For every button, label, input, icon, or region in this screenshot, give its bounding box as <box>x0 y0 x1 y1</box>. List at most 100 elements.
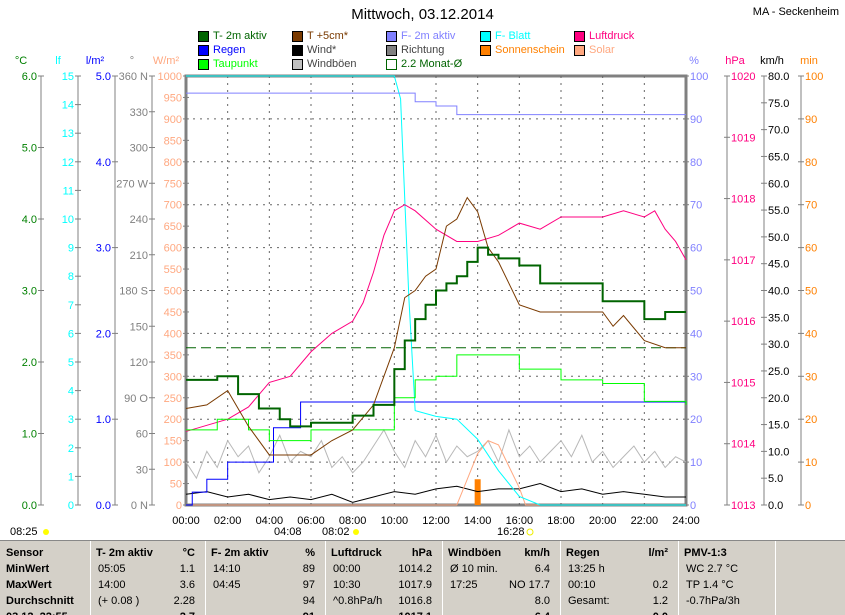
cell-time: WC 2.7 °C <box>686 563 739 575</box>
axis-tick-label: 100 <box>690 71 708 83</box>
axis-tick-label: 70 <box>690 200 702 212</box>
cell-value: 1.2 <box>652 595 668 607</box>
axis-tick-label: 200 <box>164 414 182 426</box>
cell-time: 00:10 <box>568 579 596 591</box>
axis-tick-label: 0.0 <box>22 500 37 512</box>
axis-tick-label: 1015 <box>731 377 755 389</box>
axis-tick-label: 250 <box>164 393 182 405</box>
cell-value: 0.0 <box>564 611 668 615</box>
axis-tick-label: 100 <box>164 457 182 469</box>
series-luftdruck <box>185 204 687 432</box>
axis-tick-label: 4.0 <box>96 157 111 169</box>
sunshine-bar <box>474 479 481 505</box>
cell-time: Ø 10 min. <box>450 563 498 575</box>
axis-tick-label: 60 <box>136 429 148 441</box>
axis-tick-label: 750 <box>164 178 182 190</box>
axis-tick-label: 330 <box>130 107 148 119</box>
series-f-blatt <box>186 75 686 506</box>
axis-tick-label: 4.0 <box>22 214 37 226</box>
axis-tick-label: 900 <box>164 114 182 126</box>
x-tick-label: 14:00 <box>464 515 492 527</box>
axis-unit-hum: % <box>689 55 699 67</box>
legend-item: Richtung <box>386 44 444 56</box>
legend-item: Solar <box>574 44 615 56</box>
cell-time: (+ 0.08 ) <box>98 595 140 607</box>
row-label: MaxWert <box>6 579 52 591</box>
axis-tick-label: 1017 <box>731 255 755 267</box>
axis-tick-label: 15 <box>62 71 74 83</box>
legend-swatch <box>198 58 209 70</box>
legend-item: Regen <box>198 44 245 56</box>
column-divider <box>442 541 443 615</box>
x-tick-label: 22:00 <box>631 515 659 527</box>
axis-tick-label: 3 <box>68 414 74 426</box>
legend-label: Windböen <box>307 58 357 70</box>
series-taupunkt <box>186 354 687 442</box>
column-divider <box>90 541 91 615</box>
moonset-time-label: 04:08 <box>274 526 302 538</box>
legend-label: Wind* <box>307 44 337 56</box>
axis-tick-label: 0 <box>68 500 74 512</box>
series-solar <box>186 440 686 506</box>
legend-swatch <box>386 30 397 42</box>
axis-tick-label: 1.0 <box>96 414 111 426</box>
table-header: PMV-1:3 <box>684 547 727 559</box>
axis-tick-label: 40.0 <box>768 286 789 298</box>
legend-label: Sonnenschein <box>495 44 565 56</box>
axis-tick-label: 60.0 <box>768 178 789 190</box>
axis-tick-label: 450 <box>164 307 182 319</box>
series-wind- <box>185 483 686 503</box>
axis-tick-label: 4 <box>68 386 74 398</box>
axis-unit-lf: lf <box>55 55 61 67</box>
sunset-time-label: 16:28 <box>497 526 525 538</box>
axis-tick-label: 3.0 <box>96 243 111 255</box>
x-tick-label: 00:00 <box>172 515 200 527</box>
axis-tick-label: 10 <box>62 214 74 226</box>
axis-tick-label: 300 <box>164 371 182 383</box>
axis-tick-label: 6.0 <box>22 71 37 83</box>
cell-time: Gesamt: <box>568 595 610 607</box>
legend-swatch <box>574 30 585 42</box>
axis-tick-label: 10.0 <box>768 446 789 458</box>
legend-swatch <box>292 58 303 70</box>
legend-swatch <box>386 44 397 56</box>
legend-item: Taupunkt <box>198 58 258 70</box>
x-tick-label: 02:00 <box>214 515 242 527</box>
legend-label: Regen <box>213 44 246 56</box>
cell-time: 05:05 <box>98 563 126 575</box>
table-header: Sensor <box>6 547 44 559</box>
axis-tick-label: 10 <box>690 457 702 469</box>
axis-tick-label: 360 N <box>119 71 148 83</box>
axis-tick-label: 350 <box>164 350 182 362</box>
cell-value: 94 <box>302 595 315 607</box>
axis-tick-label: 1000 <box>158 71 182 83</box>
chart: °C0.01.02.03.04.05.06.0lf012345678910111… <box>10 55 823 538</box>
column-divider <box>678 541 679 615</box>
axis-tick-label: 1013 <box>731 500 755 512</box>
x-tick-label: 12:00 <box>422 515 450 527</box>
row-label: 03.12. 22:55 <box>6 611 68 615</box>
axis-tick-label: 80 <box>690 157 702 169</box>
axis-tick-label: 40 <box>690 328 702 340</box>
axis-tick-label: 75.0 <box>768 98 789 110</box>
axis-tick-label: 100 <box>805 71 823 83</box>
row-label: Durchschnitt <box>6 595 74 607</box>
x-tick-label: 06:00 <box>297 515 325 527</box>
cell-value: 6.4 <box>534 563 550 575</box>
cell-value: 6.4 <box>446 611 550 615</box>
cell-value: 8.0 <box>534 595 550 607</box>
axis-tick-label: 14 <box>62 100 74 112</box>
axis-tick-label: 270 W <box>116 178 148 190</box>
axis-tick-label: 25.0 <box>768 366 789 378</box>
axis-tick-label: 0 <box>690 500 696 512</box>
axis-tick-label: 20.0 <box>768 393 789 405</box>
sunrise-time-label: 08:02 <box>322 526 350 538</box>
axis-tick-label: 50.0 <box>768 232 789 244</box>
axis-tick-label: 400 <box>164 328 182 340</box>
axis-tick-label: 9 <box>68 243 74 255</box>
axis-tick-label: 850 <box>164 135 182 147</box>
legend-label: Richtung <box>401 44 445 56</box>
axis-tick-label: 5.0 <box>768 473 783 485</box>
legend-label: Luftdruck <box>589 30 635 42</box>
cell-value: 1016.8 <box>398 595 432 607</box>
